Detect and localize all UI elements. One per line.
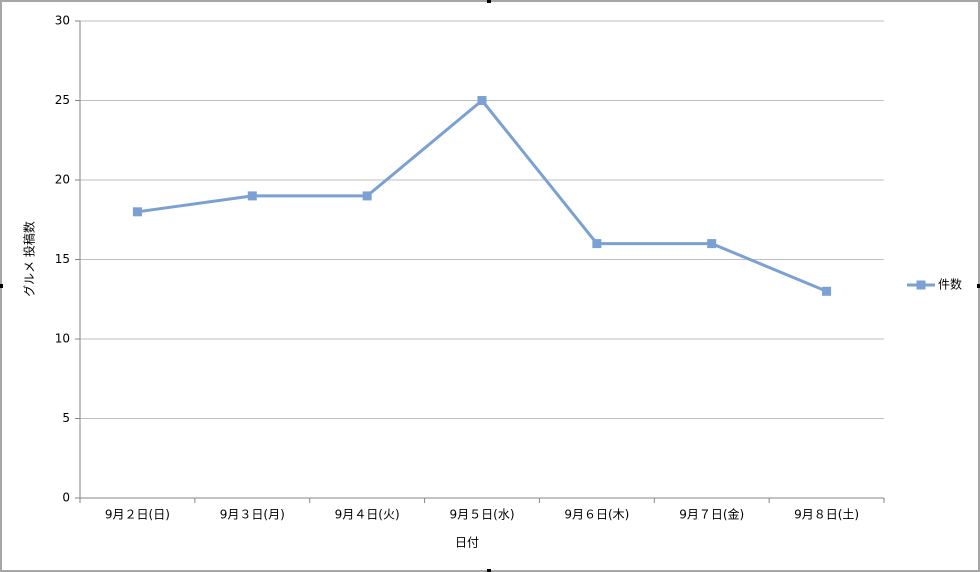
marker xyxy=(362,191,372,201)
marker xyxy=(822,286,832,296)
y-tick-label: 15 xyxy=(55,252,70,266)
y-tick-label: 5 xyxy=(62,411,70,425)
y-axis-label: グルメ 投稿数 xyxy=(22,221,37,297)
x-tick-label: 9月３日(月) xyxy=(220,508,285,522)
x-tick-label: 9月６日(木) xyxy=(564,508,629,522)
x-tick-label: 9月５日(水) xyxy=(450,508,515,522)
y-tick-label: 20 xyxy=(55,173,70,187)
x-axis-label: 日付 xyxy=(455,536,479,550)
legend-label: 件数 xyxy=(938,277,962,292)
legend-marker xyxy=(916,280,926,290)
x-tick-label: 9月８日(土) xyxy=(794,508,859,522)
x-tick-label: 9月７日(金) xyxy=(679,507,744,522)
marker xyxy=(477,96,487,105)
marker xyxy=(592,239,602,249)
y-tick-label: 25 xyxy=(55,93,70,107)
x-tick-label: 9月４日(火) xyxy=(335,508,400,522)
x-tick-label: 9月２日(日) xyxy=(105,508,170,522)
marker xyxy=(247,191,257,201)
y-tick-label: 10 xyxy=(55,332,70,346)
marker xyxy=(707,239,717,249)
y-tick-label: 0 xyxy=(62,491,70,505)
marker xyxy=(132,207,142,217)
y-tick-label: 30 xyxy=(55,14,70,28)
